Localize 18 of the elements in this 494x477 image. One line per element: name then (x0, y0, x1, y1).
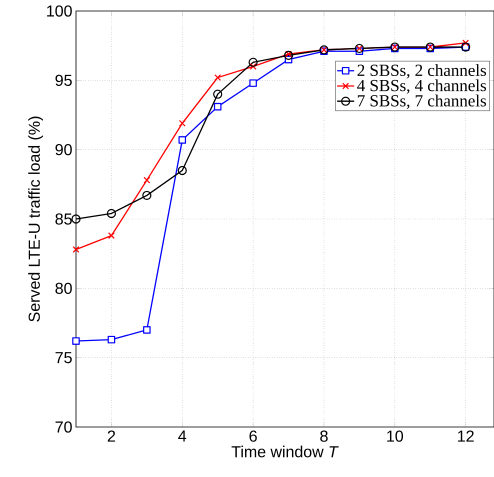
y-axis-title: Served LTE-U traffic load (%) (28, 116, 44, 322)
x-tick-label: 8 (320, 430, 328, 442)
legend-label: 4 SBSs, 4 channels (357, 79, 486, 94)
y-tick-label: 70 (56, 421, 72, 433)
y-tick-label: 80 (55, 282, 72, 294)
x-tick-label: 2 (108, 430, 116, 442)
y-tick-label: 85 (55, 213, 72, 225)
x-tick-label: 12 (458, 430, 474, 442)
x-tick-label: 10 (387, 430, 404, 442)
y-tick-label: 100 (47, 5, 72, 17)
y-tick-label: 95 (56, 74, 72, 86)
y-tick-label: 90 (56, 144, 72, 156)
x-tick-label: 6 (250, 430, 257, 442)
legend-label: 2 SBSs, 2 channels (358, 64, 486, 78)
x-tick-label: 4 (178, 430, 186, 442)
y-tick-label: 75 (56, 352, 72, 364)
x-axis-title: Time window T (232, 446, 339, 458)
legend-label: 7 SBSs, 7 channels (358, 94, 486, 109)
